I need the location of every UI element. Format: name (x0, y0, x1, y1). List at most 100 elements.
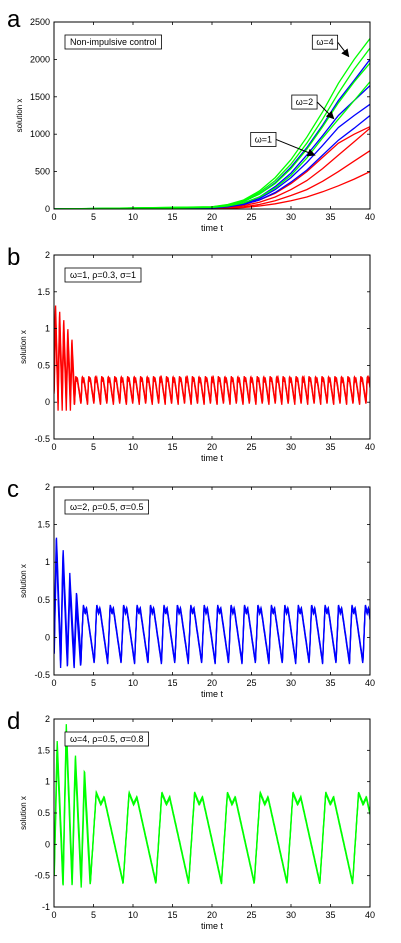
x-tick-label: 25 (246, 442, 256, 452)
x-tick-label: 30 (286, 678, 296, 688)
y-axis-label: solution x (19, 564, 28, 598)
x-axis-label: time t (201, 453, 224, 463)
legend: ω=1, ρ=0.3, σ=1 (64, 267, 142, 283)
series-group (54, 38, 370, 209)
legend-box (64, 731, 149, 747)
x-tick-label: 5 (91, 212, 96, 222)
y-axis-label: solution x (19, 796, 28, 830)
x-tick-label: 0 (51, 442, 56, 452)
y-tick-label: 0.5 (37, 360, 50, 370)
series-group (54, 537, 370, 669)
x-tick-label: 25 (246, 212, 256, 222)
y-tick-label: 0 (45, 632, 50, 642)
x-tick-label: 25 (246, 910, 256, 920)
panel-letter: c (7, 476, 19, 503)
panel-letter: b (7, 244, 20, 271)
y-tick-label: 2500 (30, 17, 50, 27)
annotation-label: ω=4 (316, 37, 333, 47)
annotation-arrow (275, 138, 316, 157)
y-tick-label: 2 (45, 250, 50, 260)
annotation-arrow (316, 101, 335, 120)
x-tick-label: 0 (51, 678, 56, 688)
axes-frame (53, 254, 371, 440)
x-tick-label: 40 (365, 442, 375, 452)
y-tick-label: 1.5 (37, 287, 50, 297)
x-tick-label: 20 (207, 212, 217, 222)
y-tick-label: 1.5 (37, 520, 50, 530)
x-tick-label: 10 (128, 678, 138, 688)
annotation-1: ω=2 (291, 94, 335, 120)
x-tick-label: 30 (286, 442, 296, 452)
y-tick-label: 1500 (30, 92, 50, 102)
legend-box (64, 34, 162, 50)
x-tick-label: 20 (207, 678, 217, 688)
x-tick-label: 40 (365, 678, 375, 688)
legend: ω=2, ρ=0.5, σ=0.5 (64, 499, 149, 515)
x-tick-label: 10 (128, 442, 138, 452)
panel-a: a 0 5 10 15 20 25 30 35 40 0 500 1000 1500 2000 2500 tim… (7, 6, 375, 233)
y-tick-label: -0.5 (34, 434, 50, 444)
x-tick-label: 0 (51, 910, 56, 920)
x-tick-label: 0 (51, 212, 56, 222)
annotation-label: ω=1 (255, 134, 272, 144)
x-tick-label: 20 (207, 442, 217, 452)
x-tick-label: 30 (286, 910, 296, 920)
series-line-2 (54, 127, 370, 209)
x-tick-label: 35 (325, 910, 335, 920)
y-tick-label: 0 (45, 839, 50, 849)
x-axis-label: time t (201, 223, 224, 233)
x-tick-label: 5 (91, 678, 96, 688)
x-axis-label: time t (201, 689, 224, 699)
legend: Non-impulsive control (64, 34, 162, 50)
y-tick-label: 2 (45, 714, 50, 724)
y-tick-label: -0.5 (34, 670, 50, 680)
x-tick-label: 15 (167, 442, 177, 452)
series-line-0 (54, 731, 370, 884)
x-tick-label: 5 (91, 442, 96, 452)
legend-text: ω=1, ρ=0.3, σ=1 (70, 270, 136, 280)
series-line-1 (54, 150, 370, 209)
series-line-6 (54, 85, 370, 209)
x-tick-label: 25 (246, 678, 256, 688)
legend-text: ω=2, ρ=0.5, σ=0.5 (70, 502, 144, 512)
x-tick-label: 15 (167, 910, 177, 920)
y-tick-label: 1 (45, 557, 50, 567)
panel-letter: d (7, 708, 20, 735)
legend-text: ω=4, ρ=0.5, σ=0.8 (70, 734, 144, 744)
y-tick-label: 0.5 (37, 808, 50, 818)
series-line-7 (54, 59, 370, 209)
axes-frame (53, 718, 371, 908)
series-group (54, 724, 370, 888)
y-axis-label: solution x (19, 330, 28, 364)
annotation-2: ω=1 (250, 132, 316, 157)
series-line-11 (54, 38, 370, 209)
x-tick-label: 35 (325, 442, 335, 452)
series-line-2 (54, 320, 370, 411)
y-tick-label: 0.5 (37, 595, 50, 605)
x-tick-label: 40 (365, 212, 375, 222)
series-line-10 (54, 47, 370, 209)
series-line-4 (54, 114, 370, 209)
legend: ω=4, ρ=0.5, σ=0.8 (64, 731, 149, 747)
x-tick-label: 35 (325, 212, 335, 222)
y-tick-label: 1.5 (37, 745, 50, 755)
x-axis-label: time t (201, 921, 224, 931)
series-group (54, 305, 370, 411)
legend-box (64, 267, 142, 283)
x-tick-label: 10 (128, 212, 138, 222)
x-tick-label: 20 (207, 910, 217, 920)
y-tick-label: 2000 (30, 54, 50, 64)
y-tick-label: 2 (45, 482, 50, 492)
x-tick-label: 10 (128, 910, 138, 920)
panel-d: d 0 5 10 15 20 25 30 35 40 -1 -0.5 0 0.5 1 1.5 2 time t so… (7, 708, 375, 931)
panel-letter: a (7, 6, 21, 33)
series-line-2 (54, 737, 370, 888)
y-tick-label: 1000 (30, 129, 50, 139)
legend-text: Non-impulsive control (70, 37, 157, 47)
y-tick-label: 1 (45, 324, 50, 334)
x-tick-label: 30 (286, 212, 296, 222)
annotation-label: ω=2 (296, 97, 313, 107)
y-tick-label: -1 (42, 902, 50, 912)
y-tick-label: 0 (45, 397, 50, 407)
